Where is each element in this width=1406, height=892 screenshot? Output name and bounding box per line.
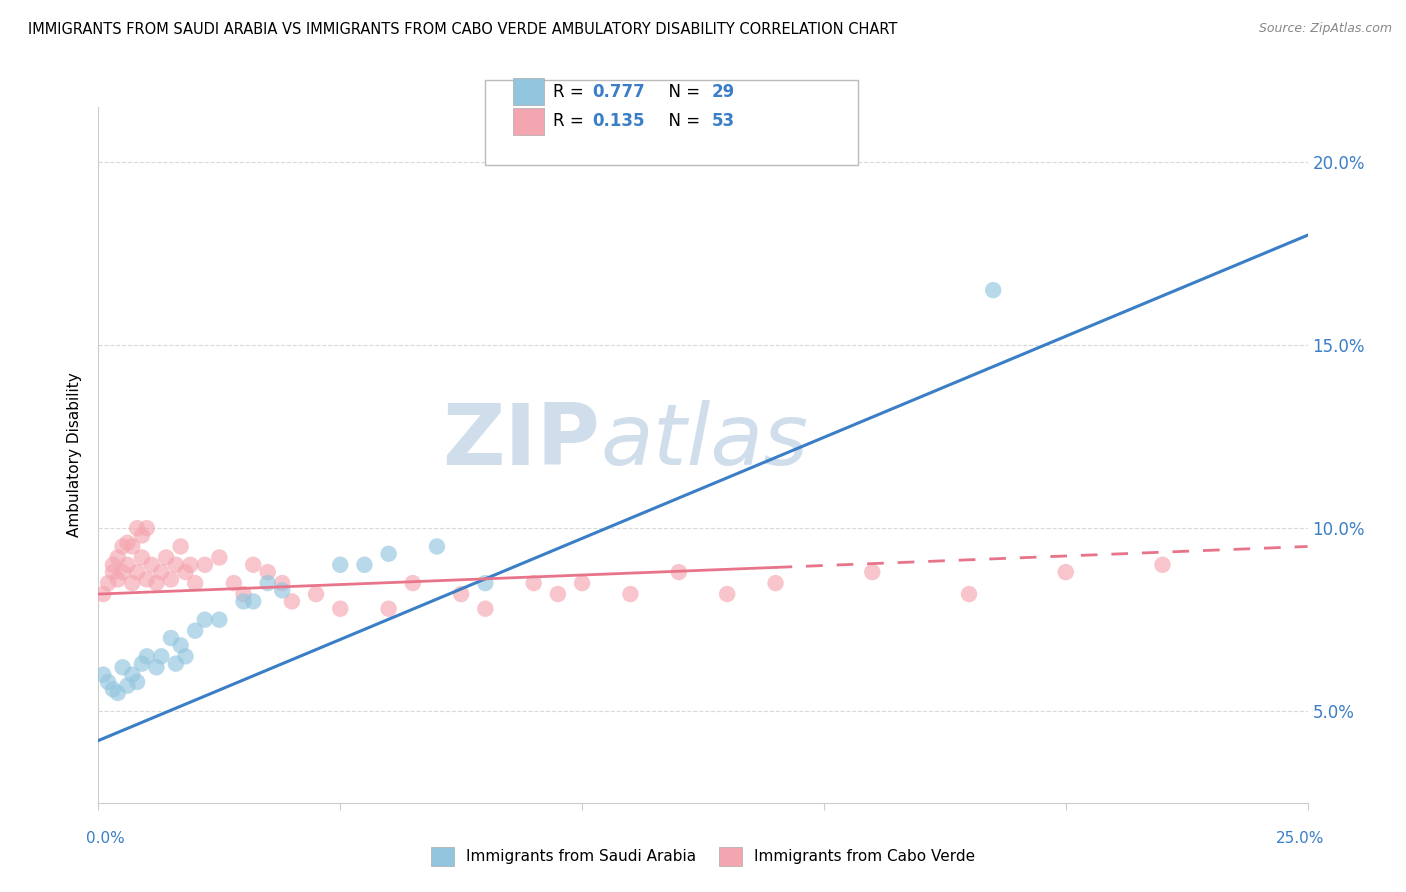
Point <box>174 649 197 664</box>
Text: R =: R = <box>553 83 589 101</box>
Point <box>135 573 157 587</box>
Point <box>169 638 191 652</box>
Point <box>377 547 399 561</box>
Point <box>232 594 254 608</box>
Text: ZIP: ZIP <box>443 400 600 483</box>
Point <box>1152 558 1174 572</box>
Point <box>329 601 352 615</box>
Point <box>121 540 143 554</box>
Point <box>160 631 183 645</box>
Point <box>111 540 134 554</box>
Point <box>957 587 980 601</box>
Point <box>184 624 207 638</box>
Text: IMMIGRANTS FROM SAUDI ARABIA VS IMMIGRANTS FROM CABO VERDE AMBULATORY DISABILITY: IMMIGRANTS FROM SAUDI ARABIA VS IMMIGRAN… <box>28 22 897 37</box>
Point <box>184 576 207 591</box>
Text: atlas: atlas <box>600 400 808 483</box>
Text: 0.777: 0.777 <box>592 83 645 101</box>
Point <box>194 613 217 627</box>
Point <box>716 587 738 601</box>
Point <box>242 558 264 572</box>
Point <box>145 660 167 674</box>
Point <box>101 682 124 697</box>
Point <box>131 657 153 671</box>
Text: R =: R = <box>553 112 589 130</box>
Point <box>91 587 114 601</box>
Point <box>127 675 149 690</box>
Point <box>222 576 245 591</box>
Point <box>117 558 139 572</box>
Text: 29: 29 <box>711 83 735 101</box>
Point <box>117 679 139 693</box>
Point <box>111 660 134 674</box>
Point <box>256 565 278 579</box>
Point <box>155 550 177 565</box>
Point <box>208 550 231 565</box>
Point <box>619 587 641 601</box>
Point <box>474 576 496 591</box>
Point <box>668 565 690 579</box>
Legend: Immigrants from Saudi Arabia, Immigrants from Cabo Verde: Immigrants from Saudi Arabia, Immigrants… <box>425 841 981 871</box>
Point <box>179 558 201 572</box>
Point <box>131 528 153 542</box>
Point <box>547 587 569 601</box>
Text: N =: N = <box>658 83 706 101</box>
Point <box>107 686 129 700</box>
Point <box>305 587 328 601</box>
Point <box>101 558 124 572</box>
Point <box>402 576 425 591</box>
Point <box>150 565 173 579</box>
Point <box>127 521 149 535</box>
Text: N =: N = <box>658 112 706 130</box>
Point <box>101 565 124 579</box>
Point <box>981 283 1004 297</box>
Point <box>91 667 114 681</box>
Point <box>523 576 546 591</box>
Point <box>242 594 264 608</box>
Point <box>860 565 883 579</box>
Text: 25.0%: 25.0% <box>1277 831 1324 846</box>
Point <box>111 565 134 579</box>
Point <box>426 540 449 554</box>
Point <box>571 576 593 591</box>
Point <box>474 601 496 615</box>
Point <box>329 558 352 572</box>
Point <box>117 536 139 550</box>
Point <box>271 583 294 598</box>
Text: 0.0%: 0.0% <box>86 831 125 846</box>
Point <box>174 565 197 579</box>
Point <box>135 521 157 535</box>
Text: Source: ZipAtlas.com: Source: ZipAtlas.com <box>1258 22 1392 36</box>
Point <box>194 558 217 572</box>
Point <box>169 540 191 554</box>
Point <box>281 594 304 608</box>
Point <box>160 573 183 587</box>
Point <box>97 576 120 591</box>
Point <box>165 657 187 671</box>
Point <box>150 649 173 664</box>
Point <box>256 576 278 591</box>
Point <box>765 576 787 591</box>
Point <box>271 576 294 591</box>
Point <box>127 565 149 579</box>
Point <box>141 558 163 572</box>
Point <box>121 667 143 681</box>
Point <box>1054 565 1077 579</box>
Point <box>450 587 472 601</box>
Point <box>121 576 143 591</box>
Point <box>232 587 254 601</box>
Point <box>208 613 231 627</box>
Text: 0.135: 0.135 <box>592 112 644 130</box>
Point <box>97 675 120 690</box>
Y-axis label: Ambulatory Disability: Ambulatory Disability <box>67 373 83 537</box>
Point <box>135 649 157 664</box>
Point <box>107 550 129 565</box>
Point <box>145 576 167 591</box>
Point <box>107 573 129 587</box>
Point <box>353 558 375 572</box>
Point <box>165 558 187 572</box>
Text: 53: 53 <box>711 112 734 130</box>
Point <box>377 601 399 615</box>
Point <box>131 550 153 565</box>
